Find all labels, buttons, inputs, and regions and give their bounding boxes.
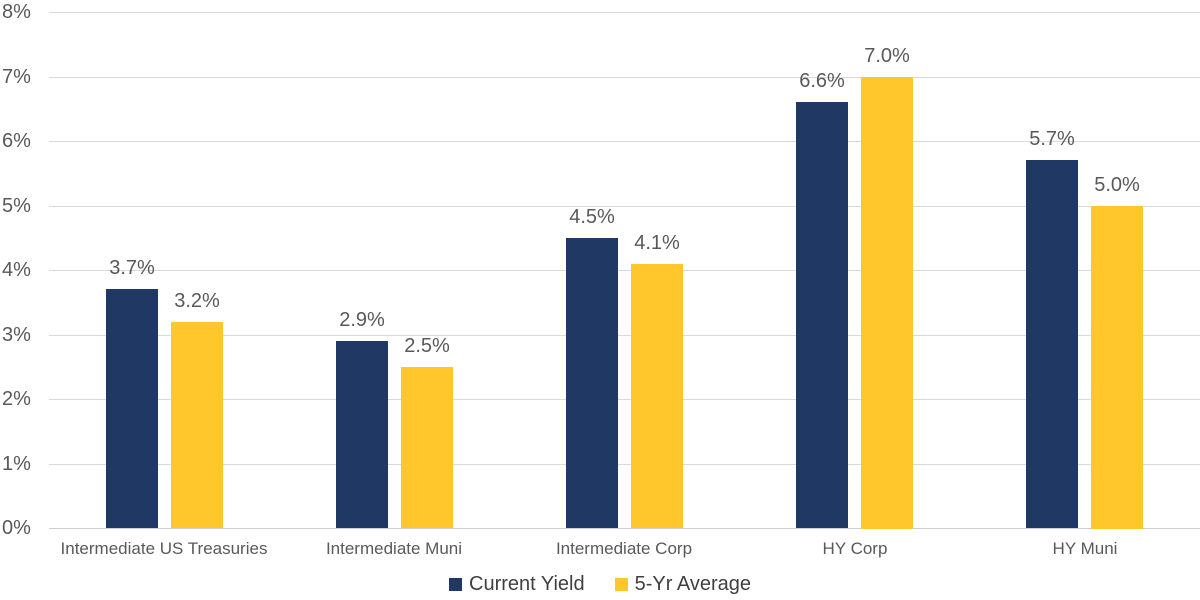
legend-item-current-yield: Current Yield — [449, 573, 585, 596]
gridline-4% — [49, 270, 1200, 271]
bar-value-label-5-yr-average-intermediate-us-treasuries: 3.2% — [174, 290, 220, 312]
legend-swatch-current-yield-icon — [449, 578, 462, 591]
chart-legend: Current Yield 5-Yr Average — [0, 573, 1200, 596]
y-axis-tick-label-0%: 0% — [2, 517, 31, 539]
bar-value-label-current-yield-intermediate-corp: 4.5% — [569, 206, 615, 228]
gridline-8% — [49, 12, 1200, 13]
legend-swatch-5-yr-average-icon — [614, 578, 628, 591]
y-axis-tick-label-2%: 2% — [2, 388, 31, 410]
gridline-1% — [49, 464, 1200, 465]
x-axis-category-label-intermediate-us-treasuries: Intermediate US Treasuries — [60, 539, 268, 558]
gridline-2% — [49, 399, 1200, 400]
bar-value-label-current-yield-intermediate-muni: 2.9% — [339, 309, 385, 331]
gridline-0% — [49, 528, 1200, 529]
x-axis-category-label-intermediate-muni: Intermediate Muni — [325, 539, 463, 558]
bar-value-label-5-yr-average-intermediate-corp: 4.1% — [634, 232, 680, 254]
bar-current-yield-intermediate-corp — [566, 238, 618, 528]
y-axis-tick-label-6%: 6% — [2, 130, 31, 152]
bar-value-label-current-yield-intermediate-us-treasuries: 3.7% — [109, 257, 155, 279]
bar-5-yr-average-hy-muni — [1091, 206, 1143, 529]
gridline-5% — [49, 206, 1200, 207]
gridline-3% — [49, 335, 1200, 336]
legend-label-current-yield: Current Yield — [469, 573, 585, 595]
y-axis-tick-label-5%: 5% — [2, 195, 31, 217]
legend-label-5-yr-average: 5-Yr Average — [634, 573, 751, 595]
x-axis-category-label-hy-corp: HY Corp — [822, 539, 888, 558]
y-axis-tick-label-1%: 1% — [2, 453, 31, 475]
gridline-6% — [49, 141, 1200, 142]
bar-5-yr-average-intermediate-corp — [631, 264, 683, 528]
y-axis-tick-label-8%: 8% — [2, 1, 31, 23]
gridline-7% — [49, 77, 1200, 78]
bar-value-label-5-yr-average-hy-muni: 5.0% — [1094, 174, 1140, 196]
bar-value-label-5-yr-average-intermediate-muni: 2.5% — [404, 335, 450, 357]
bar-5-yr-average-intermediate-muni — [401, 367, 453, 528]
bar-current-yield-hy-corp — [796, 102, 848, 528]
bar-value-label-5-yr-average-hy-corp: 7.0% — [864, 45, 910, 67]
x-axis-category-label-intermediate-corp: Intermediate Corp — [555, 539, 693, 558]
legend-item-5-yr-average: 5-Yr Average — [614, 573, 751, 596]
y-axis-tick-label-3%: 3% — [2, 324, 31, 346]
bar-current-yield-intermediate-us-treasuries — [106, 289, 158, 528]
bar-current-yield-intermediate-muni — [336, 341, 388, 528]
x-axis-category-label-hy-muni: HY Muni — [1052, 539, 1118, 558]
y-axis-tick-label-4%: 4% — [2, 259, 31, 281]
bar-value-label-current-yield-hy-muni: 5.7% — [1029, 128, 1075, 150]
bar-current-yield-hy-muni — [1026, 160, 1078, 528]
y-axis-tick-label-7%: 7% — [2, 66, 31, 88]
bar-5-yr-average-hy-corp — [861, 77, 913, 529]
bar-value-label-current-yield-hy-corp: 6.6% — [799, 70, 845, 92]
bar-5-yr-average-intermediate-us-treasuries — [171, 322, 223, 528]
